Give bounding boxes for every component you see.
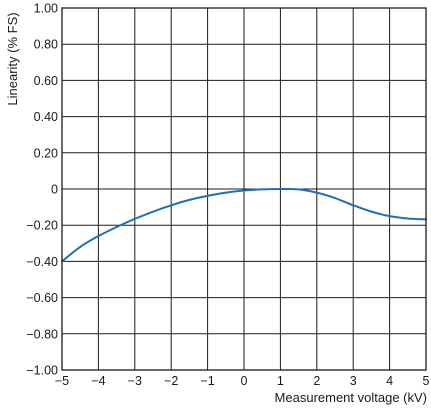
x-axis-title: Measurement voltage (kV) (275, 390, 427, 405)
x-tick-label: 5 (423, 374, 430, 388)
linearity-curve (61, 187, 427, 263)
y-tick-label: 0.60 (34, 74, 58, 88)
x-tick-label: −5 (55, 374, 69, 388)
y-tick-label: 0.80 (34, 38, 58, 52)
y-tick-label: 0.20 (34, 146, 58, 160)
y-tick-label: −0.40 (26, 255, 58, 269)
y-axis-title: Linearity (% FS) (5, 12, 20, 105)
x-tick-label: −1 (200, 374, 214, 388)
x-tick-label: −3 (128, 374, 142, 388)
x-tick-label: 1 (277, 374, 284, 388)
plot-frame (61, 7, 427, 371)
x-tick-label: 2 (313, 374, 320, 388)
y-tick-labels: 1.00 0.80 0.60 0.40 0.20 0 −0.20 −0.40 −0.60 −0.8… (26, 2, 58, 378)
grid (61, 7, 427, 371)
x-tick-label: −4 (91, 374, 105, 388)
x-tick-label: 0 (241, 374, 248, 388)
x-tick-label: −2 (164, 374, 178, 388)
x-tick-label: 4 (386, 374, 393, 388)
x-tick-label: 3 (350, 374, 357, 388)
y-tick-label: −0.60 (26, 291, 58, 305)
y-tick-label: 0 (51, 183, 58, 197)
series-layer (61, 187, 427, 263)
x-tick-labels: −5 −4 −3 −2 −1 0 1 2 3 4 5 (55, 374, 430, 388)
y-tick-label: −0.20 (26, 219, 58, 233)
y-tick-label: −0.80 (26, 327, 58, 341)
y-tick-label: 1.00 (34, 2, 58, 16)
y-tick-label: −1.00 (26, 364, 58, 378)
y-tick-label: 0.40 (34, 110, 58, 124)
